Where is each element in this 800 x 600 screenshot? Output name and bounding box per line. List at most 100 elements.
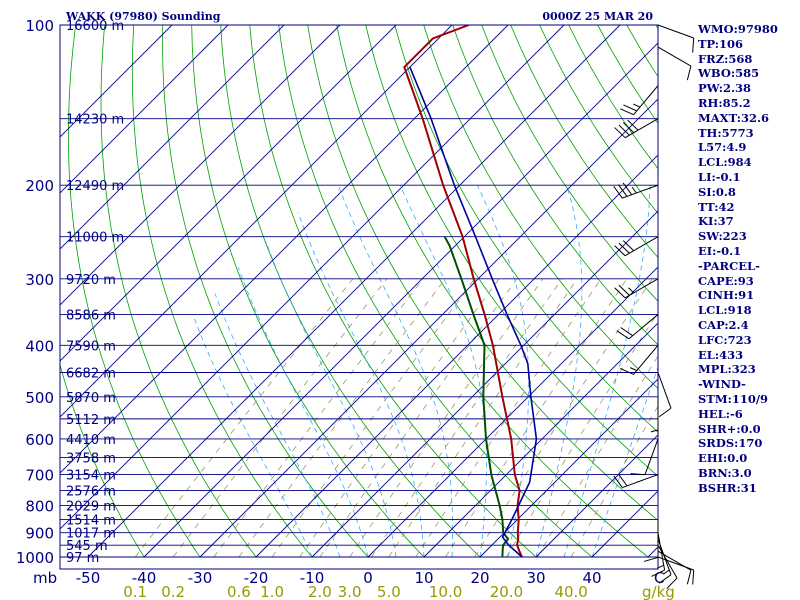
index-entry: LCL:918: [698, 303, 752, 318]
pressure-tick-label: 400: [25, 337, 54, 355]
wind-barb: [613, 473, 659, 489]
wind-barb: [657, 372, 672, 418]
mixing-ratio-line: [415, 278, 602, 558]
wind-barb: [651, 532, 666, 577]
temperature-unit-label: C: [654, 569, 664, 587]
isotherm-line: [60, 25, 285, 250]
wind-barb-half-feather: [650, 429, 659, 433]
temperature-tick-label: -50: [76, 569, 101, 587]
height-label: 9720 m: [66, 273, 116, 288]
isotherm-line: [60, 25, 565, 530]
station-title: WAKK (97980) Sounding: [65, 10, 221, 23]
wind-barb: [616, 314, 659, 340]
wind-barb-half-feather: [633, 103, 641, 108]
mixing-ratio-tick-label: 0.2: [161, 583, 185, 600]
mixing-ratio-line: [371, 278, 563, 558]
wind-barb-feather: [658, 407, 672, 418]
temperature-tick-label: 40: [582, 569, 601, 587]
mixing-ratio-tick-label: 1.0: [260, 583, 284, 600]
pressure-tick-label: 500: [25, 389, 54, 407]
plot-frame: [59, 24, 659, 570]
index-entry: EI:-0.1: [698, 243, 742, 258]
wind-barb-half-feather: [629, 367, 637, 372]
mixing-ratio-unit-label: g/kg: [642, 583, 675, 600]
temperature-tick-label: 10: [414, 569, 433, 587]
wind-barb-feather: [618, 124, 630, 136]
index-entry: EL:433: [698, 347, 744, 362]
wind-barb-feather: [643, 556, 659, 562]
mixing-ratio-tick-label: 5.0: [377, 583, 401, 600]
dry-adiabat-line: [100, 25, 257, 558]
pressure-axis: 100 200 300 400 500 600 700 800 900 1000 mb: [16, 17, 57, 587]
isotherm-line: [60, 25, 173, 138]
moist-adiabat-line: [399, 184, 487, 558]
pressure-tick-label: 200: [25, 177, 54, 195]
wind-barb-shaft: [657, 24, 694, 39]
moist-adiabat-line: [535, 184, 583, 558]
wind-barb-shaft: [624, 118, 659, 139]
isotherm-line: [87, 25, 621, 558]
height-labels: 16600 m 14230 m 12490 m 11000 m 9720 m 8586 m…: [66, 19, 124, 566]
wind-barb-feather: [620, 368, 634, 375]
stability-index-panel: WMO:97980 TP:106 FRZ:568 WBO:585 PW:2.38 RH:8…: [698, 22, 798, 496]
wind-barb: [657, 24, 695, 53]
index-entry: EHI:0.0: [698, 451, 748, 466]
index-entry: WMO:97980: [698, 22, 778, 36]
wind-barb-shaft: [624, 278, 659, 299]
height-label: 14230 m: [66, 113, 124, 128]
isotherm-line: [60, 25, 509, 474]
wind-barb-half-feather: [628, 287, 635, 294]
index-entry: -WIND-: [698, 377, 746, 392]
wind-barb: [613, 182, 659, 199]
wind-barb-feather: [613, 475, 623, 488]
wind-barb-feather: [686, 570, 692, 585]
index-entry: TH:5773: [698, 125, 754, 140]
index-entry: SHR+:0.0: [698, 421, 761, 436]
wind-barb-shaft: [657, 372, 672, 409]
isotherm-line: [423, 322, 658, 558]
wind-barb-feather: [620, 327, 634, 337]
wind-barb-half-feather: [631, 186, 637, 194]
wind-barb-feather: [666, 577, 678, 589]
index-entry: LI:-0.1: [698, 169, 741, 184]
index-entry: CAPE:93: [698, 273, 754, 288]
height-label: 2029 m: [66, 499, 116, 514]
wind-barb-shaft: [633, 344, 659, 375]
moist-adiabat-line: [563, 185, 651, 558]
wind-barb: [643, 519, 659, 562]
moist-adiabat-line: [214, 293, 341, 558]
isotherm-line: [255, 154, 658, 558]
wind-barb-shaft: [624, 236, 659, 257]
wind-barb-shaft: [657, 46, 692, 67]
wind-barb-feather: [630, 473, 646, 476]
wind-barb-feather: [618, 184, 628, 197]
temperature-tick-label: -40: [132, 569, 157, 587]
height-label: 4410 m: [66, 433, 116, 448]
wind-barb: [620, 344, 659, 375]
wind-barb: [614, 118, 659, 139]
index-entry: BRN:3.0: [698, 465, 752, 480]
isotherm-line: [60, 25, 341, 306]
mixing-ratio-tick-label: 3.0: [338, 583, 362, 600]
pressure-tick-label: 700: [25, 467, 54, 485]
height-label: 6682 m: [66, 367, 116, 382]
dry-adiabat-line: [249, 25, 537, 558]
dry-adiabat-line: [278, 25, 593, 558]
pressure-tick-label: 600: [25, 431, 54, 449]
background-grid: [60, 25, 658, 558]
wind-barb-shaft: [622, 184, 659, 199]
parcel-path-line: [409, 66, 538, 558]
moist-adiabat-line: [265, 241, 397, 558]
wind-barb-shaft: [644, 438, 659, 475]
wind-barb-feather: [620, 108, 634, 116]
mixing-ratio-tick-label: 2.0: [308, 583, 332, 600]
index-entry: TT:42: [698, 199, 735, 214]
wind-barb: [614, 278, 659, 299]
isotherm-line: [60, 25, 453, 418]
temperature-tick-label: -30: [188, 569, 213, 587]
height-label: 11000 m: [66, 231, 124, 246]
temperature-tick-label: -20: [244, 569, 269, 587]
sounding-profiles: [403, 25, 538, 558]
mixing-ratio-line: [445, 278, 628, 558]
